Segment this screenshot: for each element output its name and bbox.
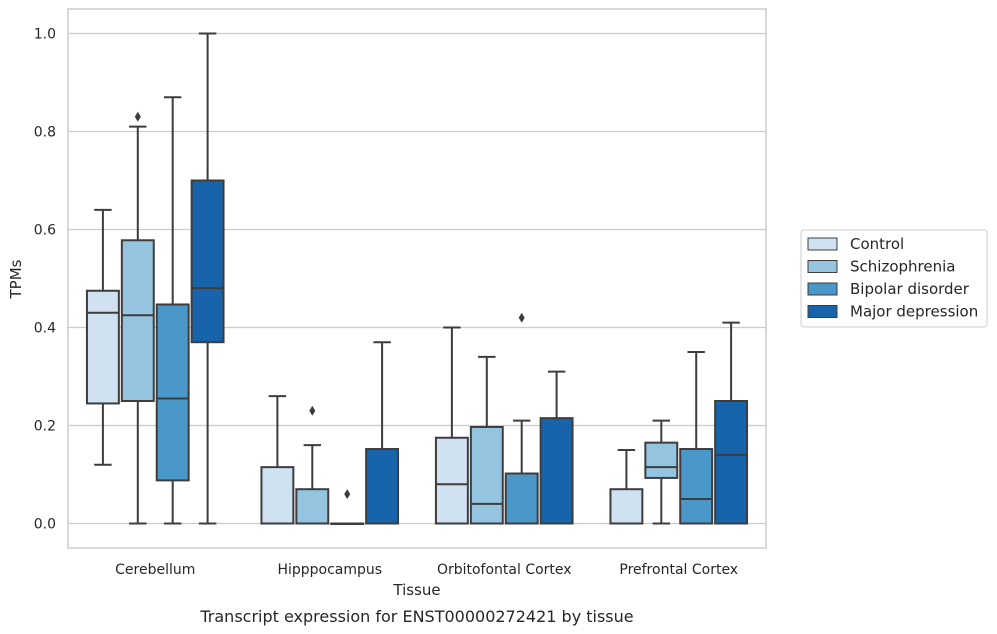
legend-label: Control [850, 235, 904, 253]
box-body [644, 441, 679, 479]
legend-label: Schizophrenia [850, 258, 955, 276]
legend-label: Bipolar disorder [850, 280, 970, 298]
box-body [155, 303, 190, 482]
box-body [504, 472, 539, 525]
box-bipolar-disorder [679, 351, 714, 525]
box-bipolar-disorder [155, 96, 190, 525]
box-body [365, 448, 400, 525]
box-control [260, 395, 295, 525]
box-major-depression [190, 32, 225, 525]
box-body [679, 448, 714, 525]
box-body [295, 488, 330, 525]
chart-caption: Transcript expression for ENST0000027242… [199, 607, 633, 626]
outlier-marker [518, 312, 525, 323]
box-control [609, 449, 644, 525]
x-tick-label: Orbitofontal Cortex [437, 562, 572, 578]
legend-swatch [807, 260, 838, 273]
box-schizophrenia [469, 355, 504, 525]
y-tick-label: 0.0 [34, 517, 56, 533]
y-tick-label: 0.4 [34, 321, 56, 337]
y-tick-labels: 0.0 0.2 0.4 0.6 0.8 1.0 [34, 27, 56, 533]
x-axis-title: Tissue [392, 581, 440, 599]
box-body [609, 488, 644, 525]
box-body [714, 400, 749, 525]
box-major-depression [714, 321, 749, 525]
box-control [434, 326, 469, 525]
box-schizophrenia [295, 405, 330, 525]
legend-swatch [807, 237, 838, 251]
box-body [120, 239, 155, 402]
outlier-marker [309, 405, 316, 416]
box-schizophrenia [644, 419, 679, 525]
legend-swatch [807, 305, 838, 318]
box-body [469, 425, 504, 525]
y-axis-title: TPMs [7, 259, 25, 299]
box-body [539, 417, 574, 525]
legend-frame [800, 229, 988, 328]
legend-label: Major depression [850, 303, 978, 321]
outlier-marker [344, 489, 351, 500]
y-tick-label: 0.8 [34, 125, 56, 141]
legend: Control Schizophrenia Bipolar disorder Majo… [800, 229, 988, 328]
box-bipolar-disorder [330, 489, 365, 525]
box-body [260, 466, 295, 525]
box-bipolar-disorder [504, 312, 539, 525]
x-tick-label: Prefrontal Cortex [619, 562, 738, 578]
outlier-marker [134, 111, 141, 122]
box-groups [85, 32, 749, 525]
box-body [190, 179, 225, 344]
box-body [434, 436, 469, 525]
x-tick-labels: Cerebellum Hipppocampus Orbitofontal Corte… [115, 562, 738, 578]
x-tick-label: Hipppocampus [277, 562, 382, 578]
legend-swatch [807, 282, 838, 296]
box-major-depression [365, 341, 400, 525]
box-body [85, 289, 120, 405]
y-tick-label: 1.0 [34, 27, 56, 43]
y-tick-label: 0.2 [34, 419, 56, 435]
y-tick-label: 0.6 [34, 223, 56, 239]
box-major-depression [539, 370, 574, 525]
plot-frame [67, 8, 767, 549]
x-tick-label: Cerebellum [115, 562, 195, 578]
box-schizophrenia [120, 111, 155, 525]
box-control [85, 208, 120, 466]
